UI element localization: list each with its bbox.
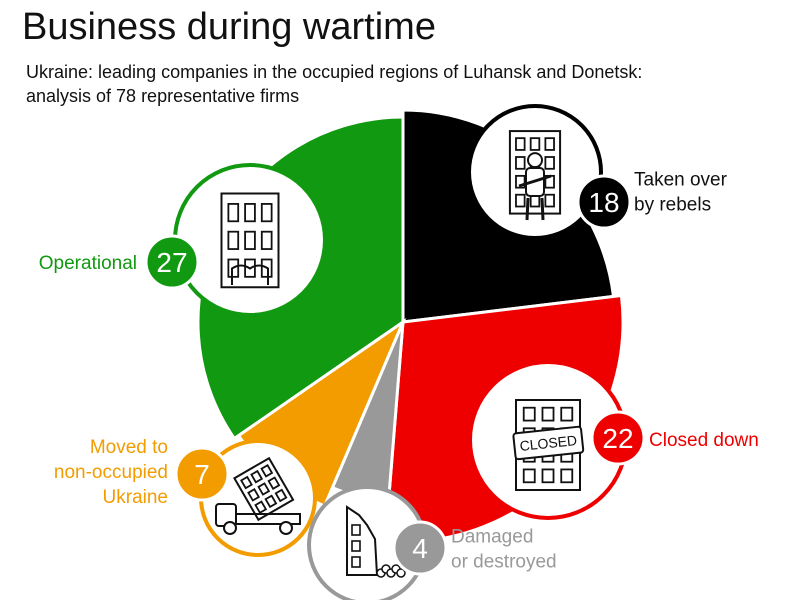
value-label-3: 7: [194, 459, 210, 490]
chart-title: Business during wartime: [22, 6, 436, 48]
value-badge-3: [174, 446, 230, 502]
value-label-4: 27: [156, 247, 187, 278]
value-label-1: 22: [602, 423, 633, 454]
category-label-3-line-2: Ukraine: [103, 487, 168, 508]
slice-labels: Taken over by rebels Closed down Damaged or …: [39, 170, 759, 573]
category-label-0-line-1: by rebels: [634, 195, 711, 216]
value-label-2: 4: [412, 533, 428, 564]
value-badge-0: [576, 174, 632, 230]
ruined-building-icon: [307, 485, 427, 600]
chart-subtitle-line-1: Ukraine: leading companies in the occupi…: [26, 62, 643, 82]
closed-sign-text: CLOSED: [519, 432, 578, 454]
category-label-1-line-0: Closed down: [649, 430, 759, 451]
chart-subtitle-line-2: analysis of 78 representative firms: [26, 86, 300, 106]
soldier-building-icon: [467, 104, 603, 240]
category-label-3-line-0: Moved to: [90, 437, 168, 458]
category-label-4-line-0: Operational: [39, 253, 137, 274]
category-label-0-line-0: Taken over: [634, 170, 728, 191]
value-badge-4: [144, 234, 200, 290]
category-label-3-line-1: non-occupied: [54, 462, 168, 483]
value-label-0: 18: [588, 187, 619, 218]
value-badges: 18 22 4 7 27: [144, 174, 646, 576]
value-badge-1: [590, 410, 646, 466]
slice-icons: CLOSED: [173, 104, 628, 600]
office-building-icon: [173, 163, 327, 317]
truck-building-icon: [199, 439, 317, 557]
value-badge-2: [392, 520, 448, 576]
closed-sign-building-icon: CLOSED: [468, 360, 628, 520]
category-label-2-line-0: Damaged: [451, 527, 533, 548]
category-label-2-line-1: or destroyed: [451, 552, 557, 573]
